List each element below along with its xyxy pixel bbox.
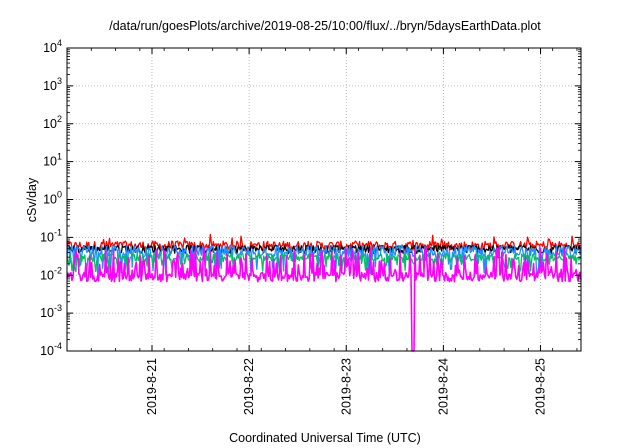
y-tick-label: 103 [43, 76, 62, 93]
x-tick-label: 2019-8-24 [436, 358, 450, 415]
x-tick-label: 2019-8-21 [145, 358, 159, 415]
x-tick-label: 2019-8-23 [339, 358, 353, 415]
x-tick-label: 2019-8-22 [242, 358, 256, 415]
series-line [66, 246, 582, 352]
y-axis-ticks: 104 103 102 101 100 10-1 10-2 10-3 10-4 [40, 38, 581, 358]
y-tick-label: 102 [43, 114, 62, 131]
grid-lines [67, 48, 581, 351]
series-line [66, 252, 582, 273]
x-axis-label: Coordinated Universal Time (UTC) [229, 431, 421, 445]
chart-title: /data/run/goesPlots/archive/2019-08-25/1… [109, 19, 541, 33]
y-tick-label: 10-2 [40, 265, 62, 282]
y-tick-label: 10-3 [40, 303, 62, 320]
x-tick-label: 2019-8-25 [534, 358, 548, 415]
y-tick-label: 10-4 [40, 341, 62, 358]
y-tick-label: 104 [43, 38, 62, 55]
y-tick-label: 101 [43, 152, 62, 169]
y-tick-label: 10-1 [40, 227, 62, 244]
data-series [66, 233, 582, 352]
plot-frame [66, 47, 582, 352]
y-tick-label: 100 [43, 190, 62, 207]
x-axis-ticks: 2019-8-21 2019-8-22 2019-8-23 2019-8-24 2019… [66, 48, 578, 415]
y-axis-label: cSv/day [25, 177, 39, 222]
